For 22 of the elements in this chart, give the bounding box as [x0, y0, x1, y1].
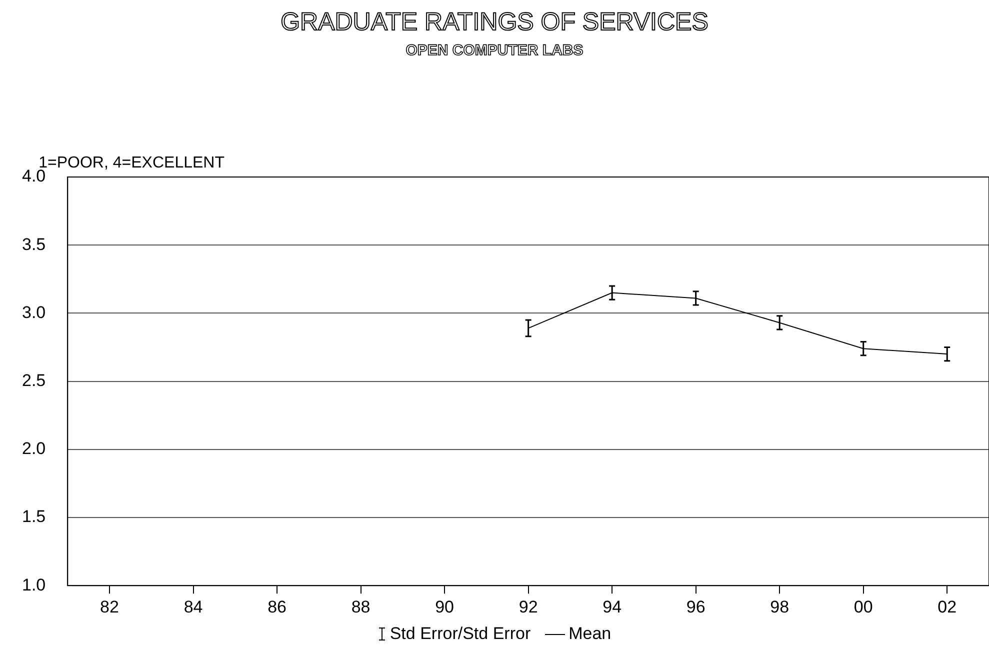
- y-tick-label: 1.0: [22, 575, 46, 594]
- x-tick-label: 02: [938, 597, 957, 616]
- x-tick-label: 90: [435, 597, 454, 616]
- x-tick-label: 88: [351, 597, 370, 616]
- x-tick-label: 82: [100, 597, 119, 616]
- x-tick-label: 98: [770, 597, 790, 616]
- x-tick-label: 96: [686, 597, 706, 616]
- y-tick-label: 3.5: [22, 234, 46, 254]
- x-tick-label: 86: [268, 597, 286, 616]
- text: Std Error/Std Error: [390, 624, 531, 644]
- x-tick-label: 92: [518, 597, 538, 616]
- y-tick-label: 1.5: [22, 507, 46, 526]
- y-tick-label: 2.0: [22, 439, 46, 458]
- x-tick-label: 84: [184, 597, 203, 616]
- x-tick-label: 94: [602, 597, 622, 616]
- y-tick-label: 4.0: [22, 166, 46, 186]
- chart-title: GRADUATE RATINGS OF SERVICES: [280, 8, 710, 37]
- x-tick-label: 00: [854, 597, 873, 616]
- chart-subtitle: OPEN COMPUTER LABS: [404, 42, 584, 59]
- y-tick-label: 2.5: [22, 370, 46, 390]
- y-tick-label: 3.0: [22, 302, 46, 322]
- legend-label: Mean: [568, 624, 612, 644]
